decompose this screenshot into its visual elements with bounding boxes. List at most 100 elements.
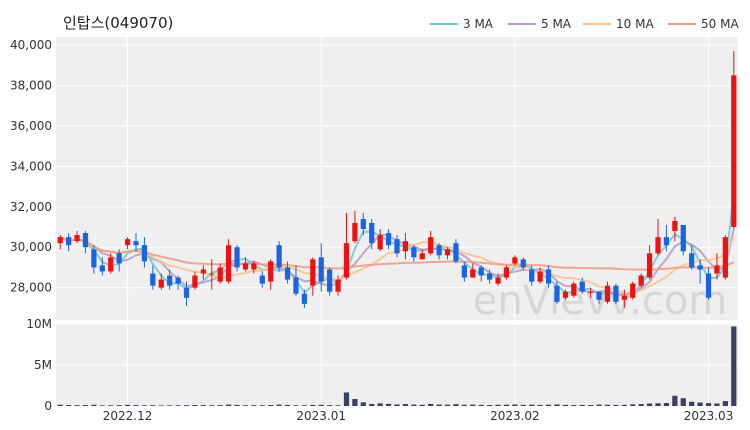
candle-body: [588, 291, 594, 293]
volume-bar: [596, 404, 602, 406]
volume-bar: [284, 404, 291, 406]
price-tick-label: 30,000: [10, 240, 52, 254]
candle: [192, 271, 198, 290]
candle-body: [638, 275, 644, 286]
date-tick-label: 2023.02: [490, 409, 540, 423]
candle-body: [394, 239, 400, 254]
candle-body: [124, 239, 131, 246]
candle: [124, 237, 131, 250]
candle: [158, 273, 164, 290]
candle-body: [402, 241, 409, 252]
volume-bar: [487, 405, 493, 406]
candle-body: [470, 269, 476, 278]
volume-bar: [453, 404, 459, 406]
candle: [478, 265, 484, 282]
candle: [369, 218, 375, 250]
volume-bar: [242, 405, 249, 406]
candle-body: [512, 257, 518, 264]
volume-tick-label: 5M: [34, 358, 52, 372]
volume-bar: [411, 404, 417, 406]
candle: [99, 257, 105, 276]
candle-body: [234, 247, 240, 268]
candle-body: [537, 271, 543, 282]
candle: [242, 257, 249, 272]
price-tick-label: 40,000: [10, 38, 52, 52]
candle-body: [268, 261, 274, 282]
volume-bar: [209, 405, 215, 406]
candle: [613, 283, 619, 304]
candle: [411, 245, 417, 262]
candle: [604, 281, 611, 304]
volume-bar: [318, 404, 324, 406]
candle: [554, 281, 560, 304]
candle: [91, 245, 97, 274]
candle-body: [680, 224, 686, 252]
candle-body: [453, 243, 459, 262]
volume-bar: [175, 405, 181, 406]
candle-body: [175, 277, 181, 284]
candle: [310, 257, 316, 296]
candle-body: [74, 235, 80, 242]
candle: [327, 267, 333, 296]
volume-bar: [402, 404, 409, 406]
candle-body: [242, 263, 249, 270]
candle-body: [200, 269, 206, 274]
volume-axis: 10M 5M 0: [26, 317, 52, 413]
candle: [672, 216, 678, 242]
candles: [57, 51, 737, 308]
volume-bar: [377, 403, 383, 406]
volume-bar: [343, 392, 350, 406]
candle-body: [301, 293, 307, 304]
candle-body: [66, 237, 72, 246]
candle-body: [697, 265, 703, 270]
volume-bar: [545, 404, 552, 406]
candle-body: [133, 241, 139, 246]
candle-body: [554, 285, 560, 302]
candle-body: [158, 279, 164, 288]
candle-body: [284, 267, 291, 280]
volume-bar: [655, 403, 661, 406]
volume-bar: [663, 403, 670, 406]
date-tick-label: 2022.12: [103, 409, 153, 423]
candle-body: [99, 265, 105, 272]
candle: [495, 273, 501, 286]
volume-bar: [571, 405, 577, 406]
volume-bar: [554, 404, 560, 406]
volume-bar: [259, 405, 265, 406]
volume-bar: [217, 405, 223, 406]
candle-body: [251, 263, 257, 270]
chart-legend: 3 MA 5 MA 10 MA 50 MA: [430, 17, 739, 31]
volume-bar: [520, 404, 526, 406]
candle-body: [310, 259, 316, 286]
volume-bar: [436, 404, 442, 406]
volume-bar: [183, 405, 190, 406]
volume-bar: [478, 404, 484, 406]
candle-body: [436, 245, 442, 256]
candle-body: [82, 233, 89, 248]
volume-bar: [697, 402, 703, 406]
legend-label: 3 MA: [463, 17, 494, 31]
candle-body: [461, 265, 467, 278]
volume-bar: [360, 402, 366, 406]
candle-body: [663, 237, 670, 246]
candle: [453, 239, 459, 264]
candle: [487, 269, 493, 284]
volume-bar: [251, 405, 257, 406]
candle-body: [722, 237, 728, 278]
legend-label: 5 MA: [541, 17, 572, 31]
volume-bar: [301, 405, 307, 406]
candle-body: [604, 285, 611, 302]
volume-bar: [369, 403, 375, 406]
volume-bar: [672, 395, 678, 406]
volume-bar: [200, 405, 206, 406]
candle: [394, 235, 400, 258]
date-axis: 2022.12 2023.01 2023.02 2023.03: [103, 409, 734, 423]
candle: [66, 233, 72, 252]
candle-body: [108, 257, 114, 272]
candle: [512, 255, 518, 266]
volume-bar: [74, 405, 80, 406]
candle-body: [343, 243, 350, 278]
date-tick-label: 2023.03: [684, 409, 734, 423]
candle: [461, 261, 467, 282]
volume-bar: [705, 403, 712, 406]
